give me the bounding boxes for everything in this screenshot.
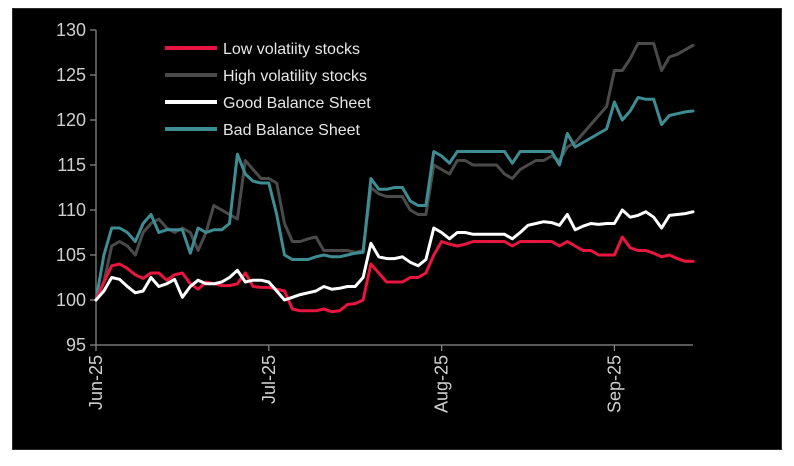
legend-label: High volatility stocks	[223, 68, 367, 85]
x-tick-label: Aug-25	[432, 355, 452, 413]
x-tick-label: Jun-25	[86, 355, 106, 410]
series-line-2	[94, 208, 695, 302]
series-line-1	[94, 42, 695, 302]
series-line-0	[94, 235, 695, 314]
legend-label: Good Balance Sheet	[223, 95, 371, 112]
y-axis-ticks: 95 100 105 110 115 120 125 130	[56, 20, 96, 355]
legend: Low volatiity stocks High volatility stoc…	[165, 41, 371, 139]
y-tick-label: 120	[56, 110, 86, 130]
x-axis-ticks: Jun-25 Jul-25 Aug-25 Sep-25	[86, 345, 624, 413]
y-tick-label: 125	[56, 65, 86, 85]
x-tick-label: Sep-25	[604, 355, 624, 413]
legend-label: Low volatiity stocks	[223, 41, 360, 58]
line-chart: 95 100 105 110 115 120 125 130 Jun-25 Jul-25 Aug-…	[56, 20, 695, 413]
y-tick-label: 110	[57, 200, 86, 220]
series-line-3	[94, 96, 695, 302]
series-lines	[94, 42, 695, 314]
y-tick-label: 130	[56, 20, 86, 40]
y-tick-label: 95	[66, 335, 86, 355]
y-tick-label: 115	[57, 155, 86, 175]
y-tick-label: 105	[56, 245, 86, 265]
y-tick-label: 100	[56, 290, 86, 310]
legend-label: Bad Balance Sheet	[223, 122, 361, 139]
chart-frame: 95 100 105 110 115 120 125 130 Jun-25 Jul-25 Aug-…	[12, 8, 782, 450]
x-tick-label: Jul-25	[259, 355, 279, 404]
